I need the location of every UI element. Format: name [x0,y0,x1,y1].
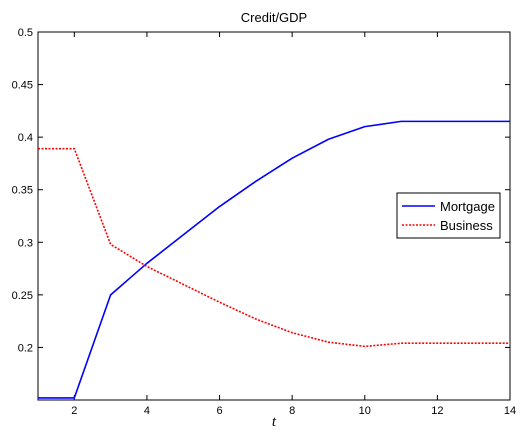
x-tick-label: 10 [359,405,371,417]
x-tick-label: 8 [289,405,295,417]
chart-title: Credit/GDP [241,10,307,25]
x-tick-label: 2 [71,405,77,417]
y-tick-label: 0.2 [18,342,33,354]
y-tick-label: 0.5 [18,27,33,39]
legend-label-business: Business [440,218,493,233]
x-axis-label: t [272,414,277,430]
y-tick-label: 0.45 [12,80,33,92]
y-tick-label: 0.4 [18,132,33,144]
legend-box [396,192,501,239]
legend-label-mortgage: Mortgage [440,199,495,214]
plot-area-frame [37,31,511,401]
y-tick-label: 0.25 [12,290,33,302]
legend: Mortgage Business [396,192,501,239]
y-tick-label: 0.35 [12,185,33,197]
x-tick-label: 12 [431,405,443,417]
series-layer [38,120,510,399]
x-tick-label: 4 [144,405,150,417]
y-tick-label: 0.3 [18,237,33,249]
x-tick-label: 14 [504,405,516,417]
axis-ticks: 2 4 6 8 10 12 14 0.2 0.25 0.3 0.35 0.4 0.45 0.5 [12,27,517,417]
series-line-business [38,147,510,348]
x-tick-label: 6 [216,405,222,417]
series-line-mortgage [38,120,510,399]
